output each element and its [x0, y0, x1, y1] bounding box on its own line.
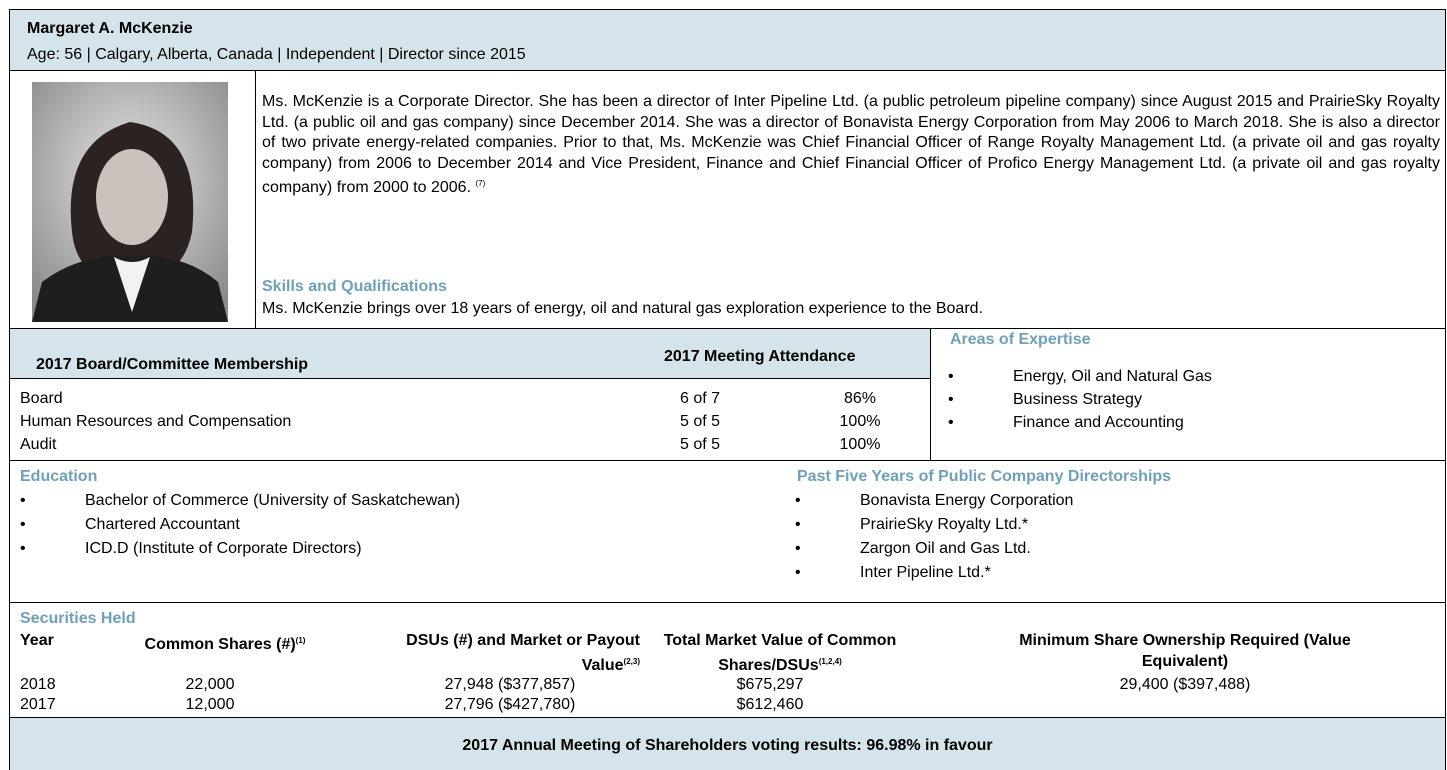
rule: [9, 328, 1446, 329]
directorship-item: Bonavista Energy Corporation: [860, 492, 1073, 510]
voting-results: 2017 Annual Meeting of Shareholders voti…: [9, 737, 1446, 755]
committee: Board: [20, 390, 63, 408]
rule: [1445, 9, 1446, 770]
biography: Ms. McKenzie is a Corporate Director. Sh…: [262, 92, 1440, 199]
education-item: ICD.D (Institute of Corporate Directors): [85, 540, 362, 558]
name: Margaret A. McKenzie: [27, 20, 193, 38]
footnote: (2,3): [624, 657, 640, 666]
dsus: 27,948 ($377,857): [400, 676, 620, 694]
attendance-percent: 86%: [820, 390, 900, 408]
rule: [9, 602, 1446, 603]
column-header-text: Year: [20, 632, 54, 649]
rule: [9, 9, 10, 770]
expertise-item: Business Strategy: [1013, 391, 1142, 409]
directorships-title: Past Five Years of Public Company Direct…: [797, 468, 1171, 486]
details: Age: 56 | Calgary, Alberta, Canada | Ind…: [27, 46, 526, 64]
rule: [9, 378, 930, 379]
column-header-text: DSUs (#) and Market or Payout Value: [406, 632, 640, 674]
column-header-text: Total Market Value of Common Shares/DSUs: [664, 632, 897, 674]
dsus: 27,796 ($427,780): [400, 696, 620, 714]
page: Margaret A. McKenzie Age: 56 | Calgary, …: [0, 0, 1447, 770]
education-item: Chartered Accountant: [85, 516, 240, 534]
education-title: Education: [20, 468, 97, 486]
rule: [255, 70, 256, 328]
meetings: 5 of 5: [660, 436, 740, 454]
column-header: Common Shares (#)(1): [100, 630, 350, 655]
committee: Human Resources and Compensation: [20, 413, 291, 431]
year: 2018: [20, 676, 56, 694]
committee: Audit: [20, 436, 56, 454]
expertise-title: Areas of Expertise: [950, 331, 1091, 349]
attendance-header: 2017 Meeting Attendance: [664, 348, 855, 366]
meetings: 5 of 5: [660, 413, 740, 431]
common-shares: 22,000: [130, 676, 290, 694]
biography-text: Ms. McKenzie is a Corporate Director. Sh…: [262, 93, 1440, 196]
total-value: $675,297: [700, 676, 840, 694]
common-shares: 12,000: [130, 696, 290, 714]
column-header-text: Common Shares (#): [145, 636, 296, 653]
rule: [9, 9, 1446, 10]
column-header-text: Minimum Share Ownership Required (Value …: [1019, 632, 1351, 670]
minimum-ownership: 29,400 ($397,488): [1085, 676, 1285, 694]
directorship-item: Zargon Oil and Gas Ltd.: [860, 540, 1031, 558]
rule: [930, 328, 931, 460]
attendance-percent: 100%: [820, 436, 900, 454]
column-header: DSUs (#) and Market or Payout Value(2,3): [380, 630, 640, 676]
securities-title: Securities Held: [20, 610, 136, 628]
footnote: (7): [475, 179, 485, 188]
rule: [9, 70, 1446, 71]
meetings: 6 of 7: [660, 390, 740, 408]
skills-text: Ms. McKenzie brings over 18 years of ene…: [262, 300, 983, 318]
footnote: (1,2,4): [819, 657, 842, 666]
photo: [32, 82, 228, 322]
skills-title: Skills and Qualifications: [262, 278, 447, 296]
education-item: Bachelor of Commerce (University of Sask…: [85, 492, 460, 510]
expertise-item: Finance and Accounting: [1013, 414, 1184, 432]
column-header: Year: [20, 630, 54, 651]
rule: [9, 460, 1446, 461]
expertise-item: Energy, Oil and Natural Gas: [1013, 368, 1212, 386]
year: 2017: [20, 696, 56, 714]
column-header: Total Market Value of Common Shares/DSUs…: [660, 630, 900, 676]
directorship-item: PrairieSky Royalty Ltd.*: [860, 516, 1028, 534]
rule: [9, 717, 1446, 718]
footnote: (1): [296, 636, 306, 645]
membership-header: 2017 Board/Committee Membership: [36, 356, 308, 374]
total-value: $612,460: [700, 696, 840, 714]
attendance-percent: 100%: [820, 413, 900, 431]
column-header: Minimum Share Ownership Required (Value …: [1015, 630, 1355, 672]
directorship-item: Inter Pipeline Ltd.*: [860, 564, 991, 582]
